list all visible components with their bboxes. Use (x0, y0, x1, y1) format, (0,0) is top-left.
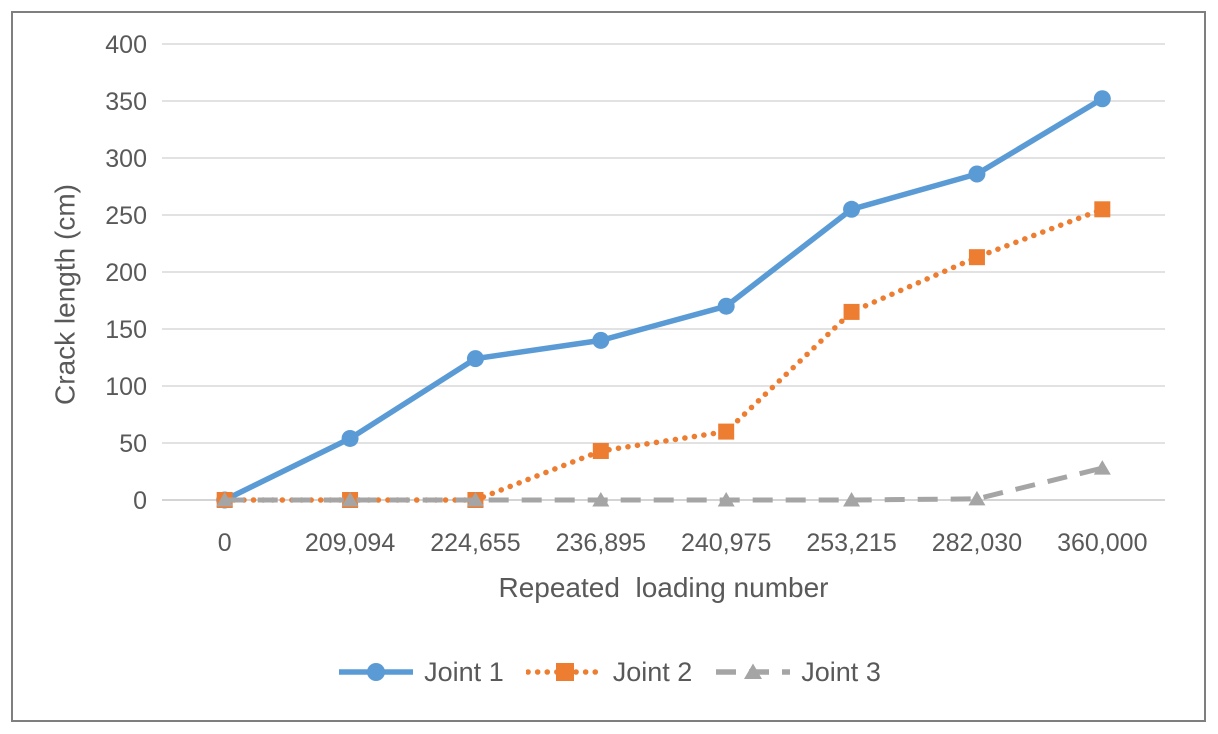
legend-label-joint-2: Joint 2 (612, 656, 693, 687)
y-tick-label: 150 (105, 316, 147, 344)
point-joint-1-2 (466, 350, 484, 368)
point-joint-1-7 (1093, 90, 1111, 108)
point-joint-3-2 (466, 492, 484, 507)
y-tick-label: 50 (119, 430, 147, 458)
x-tick-label: 236,895 (556, 529, 646, 557)
legend-marker (555, 663, 574, 681)
point-joint-3-0 (216, 492, 234, 507)
legend: Joint 1 Joint 2 Joint 3 (0, 655, 1218, 689)
x-tick-label: 282,030 (932, 529, 1022, 557)
y-tick-label: 200 (105, 259, 147, 287)
y-axis-title: Crack length (cm) (49, 184, 81, 405)
point-joint-3-5 (843, 492, 861, 507)
legend-marker (367, 663, 386, 681)
point-joint-3-6 (968, 490, 986, 506)
y-tick-label: 100 (105, 373, 147, 401)
point-joint-1-5 (843, 200, 861, 218)
point-joint-3-7 (1093, 460, 1111, 475)
legend-item-joint-3: Joint 3 (714, 658, 881, 686)
y-tick-label: 0 (133, 487, 147, 515)
legend-marker (744, 663, 763, 679)
series-line-joint-1 (223, 96, 1104, 503)
series-line-joint-3 (224, 465, 1103, 503)
x-axis-title: Repeated loading number (498, 572, 829, 603)
legend-label-joint-1: Joint 1 (424, 656, 504, 687)
point-joint-2-4 (718, 423, 735, 440)
legend-label-joint-3: Joint 3 (801, 656, 881, 687)
point-joint-2-5 (843, 303, 860, 320)
chart-frame (11, 11, 1206, 722)
x-tick-label: 360,000 (1057, 529, 1147, 557)
x-tick-label: 224,655 (430, 529, 520, 557)
legend-item-joint-1: Joint 1 (337, 658, 504, 686)
x-tick-label: 0 (218, 529, 232, 557)
y-tick-label: 300 (105, 145, 147, 173)
x-tick-label: 209,094 (305, 529, 395, 557)
point-joint-3-1 (341, 492, 359, 507)
point-joint-1-6 (968, 165, 986, 183)
y-tick-label: 400 (105, 31, 147, 59)
point-joint-2-6 (968, 249, 985, 266)
point-joint-3-4 (717, 492, 735, 507)
point-joint-1-4 (717, 297, 735, 315)
x-tick-label: 240,975 (681, 529, 771, 557)
point-joint-1-3 (592, 331, 610, 349)
legend-circle-sample-icon (339, 663, 414, 681)
y-tick-label: 350 (105, 88, 147, 116)
point-joint-1-1 (341, 429, 359, 447)
x-tick-label: 253,215 (806, 529, 896, 557)
legend-triangle-sample-icon (716, 663, 791, 679)
point-joint-2-3 (592, 442, 609, 459)
legend-item-joint-2: Joint 2 (525, 656, 693, 687)
y-tick-label: 250 (105, 202, 147, 230)
point-joint-2-7 (1094, 201, 1111, 218)
legend-square-sample-icon (525, 663, 604, 681)
point-joint-3-3 (592, 492, 610, 507)
